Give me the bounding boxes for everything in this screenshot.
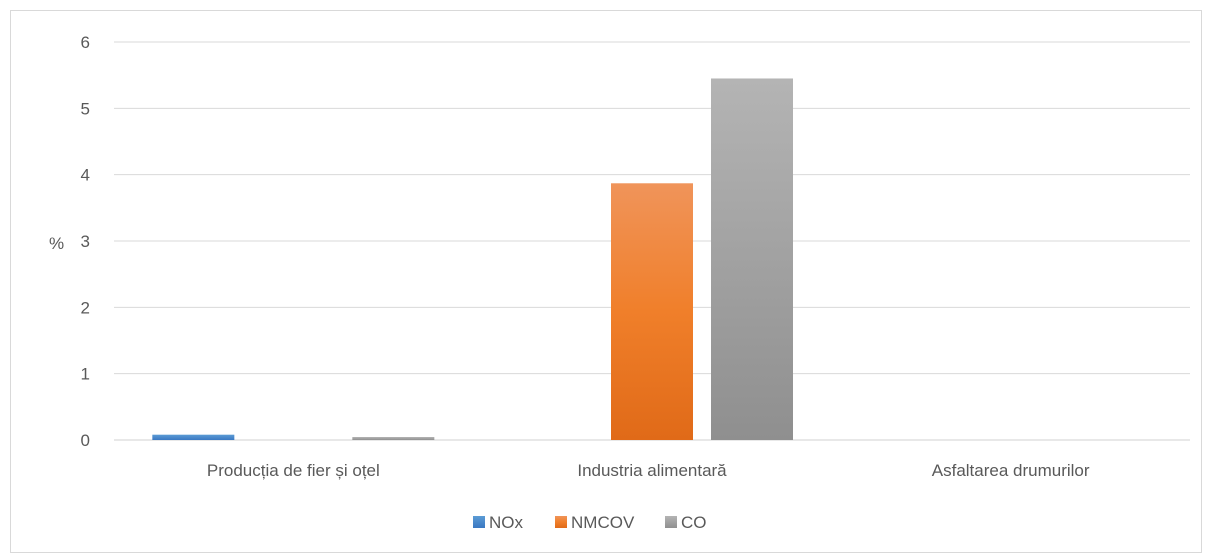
legend-swatch-nmcov	[555, 516, 567, 528]
legend-swatch-nox	[473, 516, 485, 528]
legend: NOx NMCOV CO	[473, 513, 707, 532]
x-category-label: Producția de fier și oțel	[207, 461, 380, 480]
y-tick-labels: 0 1 2 3 4 5 6	[81, 33, 90, 450]
legend-label-nmcov: NMCOV	[571, 513, 635, 532]
y-tick-label: 6	[81, 33, 90, 52]
y-tick-label: 0	[81, 431, 90, 450]
y-tick-label: 2	[81, 298, 90, 317]
chart-frame	[10, 10, 1202, 553]
y-axis-label: %	[49, 234, 64, 253]
bars	[152, 78, 793, 441]
category-labels: Producția de fier și oțel Industria alime…	[207, 461, 1090, 480]
bar-nox-0	[152, 434, 235, 440]
x-category-label: Industria alimentară	[577, 461, 727, 480]
legend-label-co: CO	[681, 513, 707, 532]
y-tick-label: 5	[81, 99, 90, 118]
y-tick-label: 3	[81, 232, 90, 251]
legend-swatch-co	[665, 516, 677, 528]
y-tick-label: 4	[81, 166, 90, 185]
bar-nmcov-1	[611, 183, 693, 441]
x-category-label: Asfaltarea drumurilor	[932, 461, 1090, 480]
bar-co-1	[711, 78, 793, 440]
y-tick-label: 1	[81, 365, 90, 384]
legend-label-nox: NOx	[489, 513, 524, 532]
grid-lines	[114, 41, 1190, 441]
bar-co-0	[352, 437, 435, 440]
